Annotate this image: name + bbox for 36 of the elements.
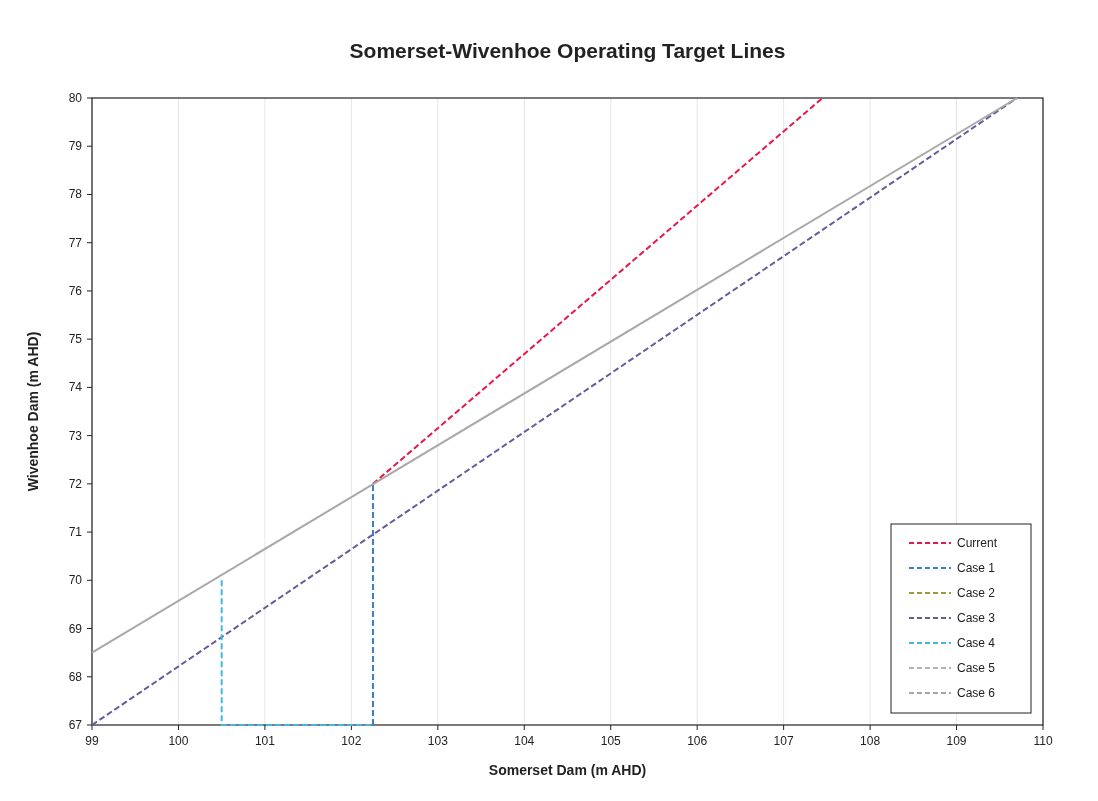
y-tick-label: 72 — [68, 476, 83, 491]
y-tick-label: 79 — [68, 139, 83, 154]
x-tick-label: 110 — [1033, 734, 1053, 748]
x-tick-label: 100 — [168, 734, 189, 748]
y-tick-label: 77 — [68, 235, 83, 250]
legend-label: Case 3 — [957, 611, 996, 625]
x-tick-label: 107 — [773, 734, 794, 748]
y-tick-label: 78 — [68, 187, 83, 202]
y-tick-label: 69 — [68, 621, 83, 636]
x-axis-title: Somerset Dam (m AHD) — [488, 762, 647, 778]
x-tick-label: 104 — [514, 734, 535, 748]
y-tick-label: 67 — [68, 718, 83, 732]
x-tick-label: 109 — [946, 734, 967, 748]
y-tick-label: 76 — [68, 283, 83, 298]
x-tick-label: 103 — [427, 734, 449, 748]
x-tick-label: 108 — [860, 734, 881, 748]
y-tick-label: 75 — [68, 332, 83, 347]
chart-title: Somerset-Wivenhoe Operating Target Lines — [349, 39, 786, 62]
legend-label: Current — [957, 536, 998, 550]
y-tick-label: 70 — [68, 573, 83, 588]
legend-label: Case 2 — [957, 586, 996, 600]
legend-label: Case 1 — [957, 561, 996, 575]
y-tick-label: 74 — [68, 380, 83, 395]
legend-label: Case 5 — [957, 661, 996, 675]
x-tick-label: 99 — [85, 734, 99, 748]
x-tick-label: 102 — [341, 734, 362, 748]
x-tick-label: 101 — [254, 734, 276, 748]
x-tick-label: 106 — [687, 734, 708, 748]
legend-label: Case 4 — [957, 636, 996, 650]
y-tick-label: 71 — [68, 525, 83, 540]
y-tick-label: 68 — [68, 669, 83, 684]
y-tick-label: 80 — [68, 91, 83, 105]
legend-label: Case 6 — [957, 686, 996, 700]
x-tick-label: 105 — [600, 734, 622, 748]
y-tick-label: 73 — [68, 428, 83, 443]
y-axis-title: Wivenhoe Dam (m AHD) — [25, 331, 41, 492]
